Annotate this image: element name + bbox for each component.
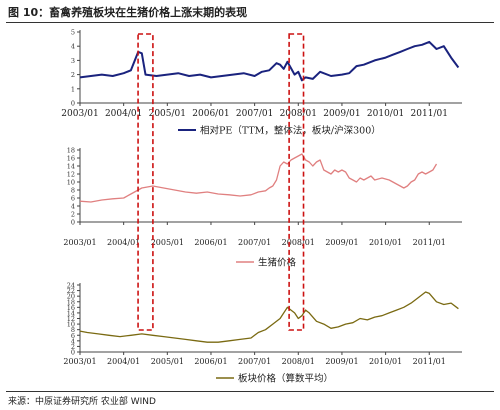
y-tick-label: 16 (67, 155, 75, 163)
x-tick-label: 2003/01 (61, 109, 98, 119)
legend: 相对PE（TTM，整体法，板块/沪深300） (178, 125, 381, 137)
y-tick-label: 6 (71, 195, 75, 203)
x-tick-label: 2010/01 (369, 238, 402, 247)
y-tick-label: 18 (67, 298, 75, 306)
y-tick-label: 8 (71, 187, 75, 195)
y-tick-label: 1 (71, 85, 75, 93)
x-tick-label: 2011/01 (411, 109, 448, 119)
y-tick-label: 12 (67, 171, 75, 179)
x-tick-label: 2003/01 (63, 357, 96, 366)
y-tick-label: 14 (67, 163, 75, 171)
y-tick-label: 12 (67, 315, 75, 323)
y-tick-label: 24 (67, 282, 75, 290)
y-tick-label: 10 (67, 321, 75, 329)
footer-divider (6, 391, 494, 392)
chart-panel-1: 0 1 2 3 4 5 2003/01 2004/01 2005/01 2006/01 2007/0… (61, 29, 462, 137)
legend: 生猪价格 (236, 257, 297, 269)
y-tick-label: 14 (67, 309, 75, 317)
x-tick-label: 2011/01 (413, 357, 446, 366)
y-tick-label: 18 (67, 147, 75, 155)
x-tick-label: 2004/01 (105, 109, 142, 119)
x-tick-label: 2006/01 (194, 357, 227, 366)
y-tick-label: 4 (71, 43, 75, 51)
y-tick-label: 3 (71, 57, 75, 65)
legend-label: 板块价格（算数平均） (238, 373, 333, 385)
highlight-boxes (137, 33, 305, 331)
y-tick-label: 5 (71, 29, 75, 37)
x-tick-label: 2003/01 (63, 238, 96, 247)
y-tick-label: 20 (67, 293, 75, 301)
series-line (79, 291, 459, 343)
highlight-box (288, 33, 305, 331)
x-tick-label: 2004/01 (107, 357, 140, 366)
legend-label: 相对PE（TTM，整体法，板块/沪深300） (200, 125, 381, 137)
y-tick-label: 2 (71, 343, 75, 351)
legend: 板块价格（算数平均） (216, 373, 333, 385)
y-tick-label: 10 (67, 179, 75, 187)
x-tick-label: 2007/01 (238, 357, 271, 366)
title-divider (6, 22, 494, 23)
figure-title: 图 10：畜禽养殖板块在生猪价格上涨末期的表现 (8, 6, 248, 19)
x-tick-label: 2008/01 (282, 357, 315, 366)
highlight-box (137, 33, 154, 331)
y-tick-label: 8 (71, 326, 75, 334)
x-tick-label: 2007/01 (238, 238, 271, 247)
x-tick-label: 2005/01 (151, 238, 184, 247)
x-tick-label: 2009/01 (323, 109, 360, 119)
y-tick-label: 0 (71, 349, 75, 357)
y-tick-label: 0 (71, 219, 75, 227)
x-tick-label: 2006/01 (194, 238, 227, 247)
x-tick-label: 2008/01 (282, 238, 315, 247)
y-tick-label: 4 (71, 203, 75, 211)
x-tick-label: 2010/01 (367, 109, 404, 119)
y-tick-label: 0 (71, 100, 75, 108)
y-tick-label: 2 (71, 211, 75, 219)
y-tick-label: 2 (71, 71, 75, 79)
legend-label: 生猪价格 (258, 257, 297, 269)
source-note: 来源：中原证券研究所 农业部 WIND (8, 397, 156, 407)
x-tick-label: 2005/01 (149, 109, 186, 119)
x-tick-label: 2010/01 (369, 357, 402, 366)
x-tick-label: 2004/01 (107, 238, 140, 247)
x-tick-label: 2006/01 (192, 109, 229, 119)
series-line (79, 153, 438, 203)
x-tick-label: 2011/01 (413, 238, 446, 247)
series-line (79, 40, 460, 82)
y-tick-label: 16 (67, 304, 75, 312)
y-tick-label: 22 (67, 287, 75, 295)
x-tick-label: 2008/01 (280, 109, 317, 119)
x-tick-label: 2007/01 (236, 109, 273, 119)
y-tick-label: 6 (71, 332, 75, 340)
y-tick-label: 4 (71, 337, 75, 345)
x-tick-label: 2009/01 (325, 357, 358, 366)
x-tick-label: 2009/01 (325, 238, 358, 247)
x-tick-label: 2005/01 (151, 357, 184, 366)
